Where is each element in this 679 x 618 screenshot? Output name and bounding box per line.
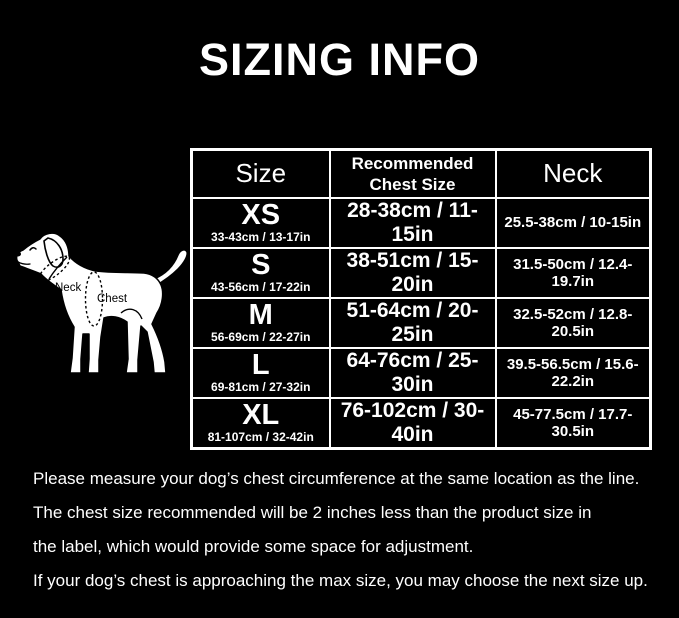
chest-cell: 76-102cm / 30-40in	[328, 396, 497, 449]
page-title: SIZING INFO	[199, 34, 480, 85]
size-range: 69-81cm / 27-32in	[211, 379, 311, 394]
chest-label: Chest	[97, 293, 128, 305]
note-line: the label, which would provide some spac…	[33, 537, 474, 556]
size-cell: XS 33-43cm / 13-17in	[190, 196, 331, 249]
note-line: The chest size recommended will be 2 inc…	[33, 503, 592, 522]
measurement-notes: Please measure your dog’s chest circumfe…	[33, 468, 661, 604]
dog-body	[15, 232, 167, 374]
size-letter: M	[248, 298, 273, 331]
neck-measure-arc	[48, 256, 68, 280]
chest-cell: 51-64cm / 20-25in	[328, 296, 497, 349]
dog-nose	[15, 251, 21, 257]
size-letter: XL	[242, 398, 280, 431]
table-row-xs: XS 33-43cm / 13-17in 28-38cm / 11-15in 2…	[190, 196, 652, 249]
neck-cell: 25.5-38cm / 10-15in	[494, 196, 652, 249]
size-cell: S 43-56cm / 17-22in	[190, 246, 331, 299]
note-line: Please measure your dog’s chest circumfe…	[33, 469, 640, 488]
note-line: If your dog’s chest is approaching the m…	[33, 571, 648, 590]
neck-label: Neck	[55, 282, 81, 294]
chest-cell: 38-51cm / 15-20in	[328, 246, 497, 299]
size-letter: XS	[241, 198, 281, 231]
size-cell: XL 81-107cm / 32-42in	[190, 396, 331, 449]
neck-cell: 31.5-50cm / 12.4-19.7in	[494, 246, 652, 299]
size-letter: S	[251, 248, 271, 281]
size-range: 81-107cm / 32-42in	[207, 429, 314, 444]
header-neck: Neck	[494, 148, 652, 199]
header-chest: Recommended Chest Size	[328, 148, 497, 199]
table-header-row: Size Recommended Chest Size Neck	[190, 148, 652, 199]
dog-mouth	[17, 261, 31, 265]
dog-tail	[153, 249, 188, 288]
dog-ear	[43, 237, 64, 268]
dog-eye	[29, 246, 37, 251]
dog-illustration: Neck Chest	[15, 232, 188, 374]
size-cell: L 69-81cm / 27-32in	[190, 346, 331, 399]
size-range: 33-43cm / 13-17in	[211, 229, 311, 244]
table-row-xl: XL 81-107cm / 32-42in 76-102cm / 30-40in…	[190, 396, 652, 449]
dog-measurement-diagram: Neck Chest	[8, 212, 196, 384]
size-range: 56-69cm / 22-27in	[211, 329, 311, 344]
size-letter: L	[251, 348, 270, 381]
sizing-table: Size Recommended Chest Size Neck XS 33-4…	[190, 148, 652, 450]
table-row-m: M 56-69cm / 22-27in 51-64cm / 20-25in 32…	[190, 296, 652, 349]
neck-cell: 39.5-56.5cm / 15.6-22.2in	[494, 346, 652, 399]
chest-cell: 28-38cm / 11-15in	[328, 196, 497, 249]
neck-measure-line	[37, 255, 71, 283]
table-row-l: L 69-81cm / 27-32in 64-76cm / 25-30in 39…	[190, 346, 652, 399]
dog-haunch-line	[120, 308, 143, 320]
neck-cell: 32.5-52cm / 12.8-20.5in	[494, 296, 652, 349]
size-cell: M 56-69cm / 22-27in	[190, 296, 331, 349]
size-range: 43-56cm / 17-22in	[211, 279, 311, 294]
table-row-s: S 43-56cm / 17-22in 38-51cm / 15-20in 31…	[190, 246, 652, 299]
neck-cell: 45-77.5cm / 17.7-30.5in	[494, 396, 652, 449]
header-size: Size	[190, 148, 331, 199]
chest-measure-line	[84, 271, 104, 327]
chest-cell: 64-76cm / 25-30in	[328, 346, 497, 399]
